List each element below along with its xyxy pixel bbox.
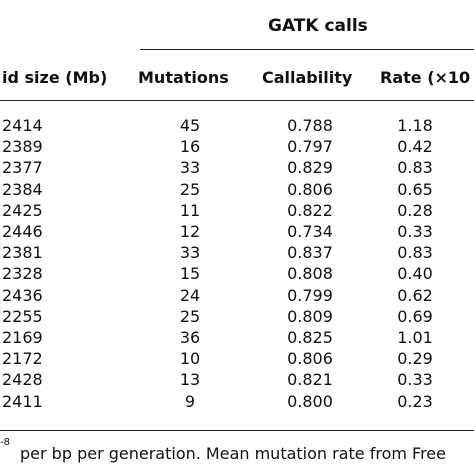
- cell-callability: 0.788: [287, 116, 333, 135]
- cell-rate: 0.83: [397, 243, 433, 263]
- cell-callability: 0.734: [287, 222, 333, 241]
- cell-rate: 0.62: [397, 285, 433, 305]
- cell-callability: 0.800: [287, 391, 333, 411]
- table-row: 2377 33 0.829 0.83: [0, 158, 474, 179]
- table-row: 2255 25 0.809 0.69: [0, 307, 474, 328]
- cell-size: 2328: [2, 264, 43, 284]
- cell-size: 2169: [2, 328, 43, 347]
- table-row: 2446 12 0.734 0.33: [0, 222, 474, 243]
- column-header-rate: Rate (×10: [380, 68, 471, 87]
- table-row: 2436 24 0.799 0.62: [0, 286, 474, 307]
- column-header-mutations: Mutations: [138, 68, 229, 87]
- cell-size: 2384: [2, 179, 43, 199]
- cell-size: 2389: [2, 137, 43, 157]
- group-header: GATK calls: [268, 16, 368, 36]
- cell-rate: 1.18: [397, 116, 433, 135]
- cell-mutations: 33: [179, 158, 201, 178]
- footnote-text: per bp per generation. Mean mutation rat…: [20, 444, 446, 463]
- cell-rate: 0.33: [397, 222, 433, 241]
- cell-callability: 0.806: [287, 179, 333, 199]
- cell-rate: 0.69: [397, 306, 433, 326]
- footnote-superscript: -8: [0, 437, 10, 448]
- table-row: 2381 33 0.837 0.83: [0, 243, 474, 264]
- cell-mutations: 25: [179, 179, 201, 199]
- cell-mutations: 25: [179, 306, 201, 326]
- cell-callability: 0.806: [287, 349, 333, 369]
- cell-callability: 0.829: [287, 158, 333, 178]
- cell-callability: 0.822: [287, 200, 333, 220]
- cell-mutations: 13: [179, 370, 201, 390]
- cell-mutations: 10: [179, 349, 201, 369]
- cell-mutations: 9: [184, 391, 196, 411]
- column-header-size: id size (Mb): [2, 68, 108, 87]
- cell-mutations: 15: [179, 264, 201, 284]
- cell-size: 2411: [2, 391, 43, 411]
- cell-mutations: 12: [179, 222, 201, 241]
- cell-rate: 0.40: [397, 264, 433, 284]
- cell-mutations: 24: [179, 285, 201, 305]
- cell-callability: 0.825: [287, 328, 333, 347]
- cell-rate: 0.42: [397, 137, 433, 157]
- cell-callability: 0.808: [287, 264, 333, 284]
- cell-mutations: 36: [179, 328, 201, 347]
- table-row: 2384 25 0.806 0.65: [0, 180, 474, 201]
- group-header-rule: [140, 49, 474, 50]
- table-row: 2169 36 0.825 1.01: [0, 328, 474, 349]
- table-row: 2172 10 0.806 0.29: [0, 349, 474, 370]
- table-row: 2389 16 0.797 0.42: [0, 137, 474, 158]
- cell-rate: 0.33: [397, 370, 433, 390]
- cell-mutations: 11: [179, 200, 201, 220]
- cell-callability: 0.797: [287, 137, 333, 157]
- table-row: 2428 13 0.821 0.33: [0, 370, 474, 391]
- cell-mutations: 45: [179, 116, 201, 135]
- cell-size: 2414: [2, 116, 43, 135]
- cell-rate: 0.29: [397, 349, 433, 369]
- table-row: 2414 45 0.788 1.18: [0, 116, 474, 137]
- cell-mutations: 33: [179, 243, 201, 263]
- header-rule: [0, 100, 474, 101]
- cell-rate: 0.28: [397, 200, 433, 220]
- cell-callability: 0.799: [287, 285, 333, 305]
- cell-size: 2428: [2, 370, 43, 390]
- cell-callability: 0.821: [287, 370, 333, 390]
- cell-size: 2381: [2, 243, 43, 263]
- table-row: 2411 9 0.800 0.23: [0, 392, 474, 413]
- cell-rate: 0.65: [397, 179, 433, 199]
- cell-size: 2172: [2, 349, 43, 369]
- cell-size: 2377: [2, 158, 43, 178]
- table-row: 2425 11 0.822 0.28: [0, 201, 474, 222]
- cell-rate: 0.23: [397, 391, 433, 411]
- bottom-rule: [0, 430, 474, 431]
- table-row: 2328 15 0.808 0.40: [0, 264, 474, 285]
- column-header-callability: Callability: [262, 68, 353, 87]
- cell-callability: 0.837: [287, 243, 333, 263]
- cell-size: 2425: [2, 200, 43, 220]
- cell-size: 2255: [2, 306, 43, 326]
- cell-rate: 0.83: [397, 158, 433, 178]
- cell-rate: 1.01: [397, 328, 433, 347]
- cell-callability: 0.809: [287, 306, 333, 326]
- cell-size: 2436: [2, 285, 43, 305]
- cell-mutations: 16: [179, 137, 201, 157]
- cell-size: 2446: [2, 222, 43, 241]
